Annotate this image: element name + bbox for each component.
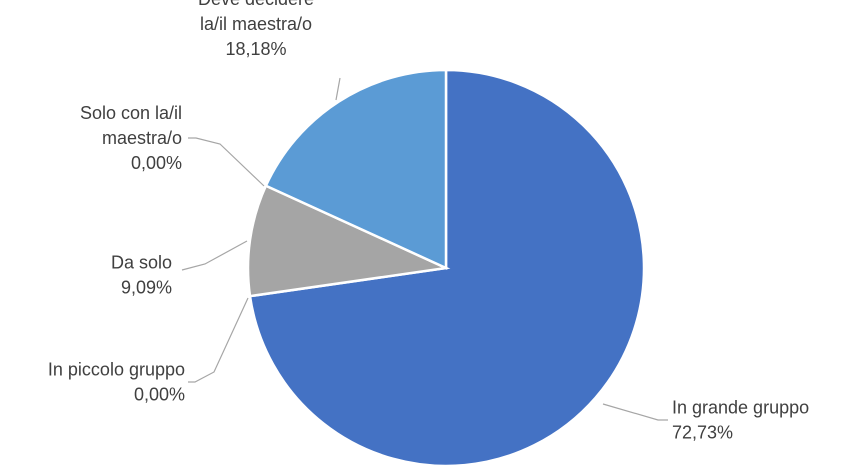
- pie-slice-2: [246, 184, 451, 298]
- leader-line-1: [188, 297, 249, 383]
- pie-slices: [246, 68, 646, 468]
- slice-value: 18,18%: [225, 39, 286, 59]
- slice-value: 72,73%: [672, 423, 733, 443]
- leader-line-3: [188, 137, 265, 187]
- leader-line-2: [181, 240, 248, 271]
- slice-labels: In grande gruppo 72,73% In piccolo gruppo 0…: [48, 0, 809, 443]
- slice-label-1: In piccolo gruppo 0,00%: [48, 360, 185, 405]
- slice-category: In grande gruppo: [672, 398, 809, 418]
- slice-category: la/il maestra/o: [200, 14, 312, 34]
- slice-value: 9,09%: [121, 278, 172, 298]
- slice-label-3: Solo con la/il maestra/o 0,00%: [80, 103, 182, 173]
- slice-category: Da solo: [111, 253, 172, 273]
- pie-slice-4: [264, 68, 448, 270]
- slice-category: maestra/o: [102, 128, 182, 148]
- leader-line-0: [602, 403, 668, 421]
- slice-value: 0,00%: [134, 385, 185, 405]
- slice-value: 0,00%: [131, 153, 182, 173]
- slice-category: Deve decidere: [198, 0, 314, 9]
- slice-category: Solo con la/il: [80, 103, 182, 123]
- slice-label-4: Deve decidere la/il maestra/o 18,18%: [198, 0, 314, 59]
- leader-lines: [181, 77, 668, 421]
- slice-label-0: In grande gruppo 72,73%: [672, 398, 809, 443]
- leader-line-4: [335, 77, 341, 101]
- slice-label-2: Da solo 9,09%: [111, 253, 172, 298]
- slice-category: In piccolo gruppo: [48, 360, 185, 380]
